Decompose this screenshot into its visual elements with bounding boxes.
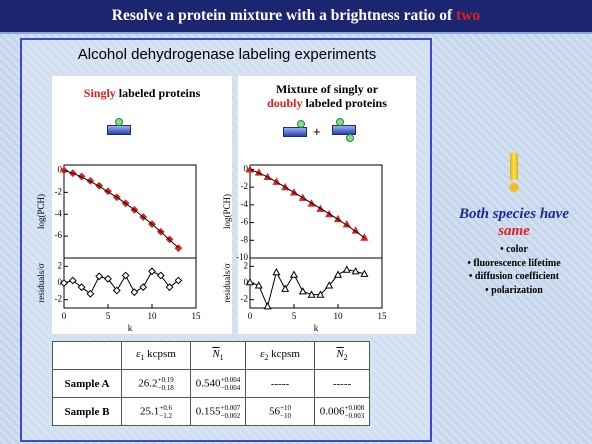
data-point [300,288,306,294]
slide: Resolve a protein mixture with a brightn… [0,0,592,444]
y-tick-label: -6 [241,217,249,227]
y-tick-label: -4 [241,199,249,209]
x-tick-label: 0 [248,311,253,321]
plot-frame [250,258,382,308]
x-tick-label: 10 [334,311,344,321]
data-point [122,272,128,278]
data-point [140,284,146,290]
x-axis-label: k [314,323,319,333]
data-point [282,286,288,292]
data-point [335,271,341,277]
x-tick-label: 0 [62,311,67,321]
y-axis-label: residuals/σ [222,263,232,302]
y-axis-label: residuals/σ [36,263,46,302]
data-point [96,273,102,279]
y-tick-label: -2 [241,181,249,191]
y-tick-label: -2 [55,186,63,196]
y-tick-label: -2 [55,294,63,304]
y-tick-label: 2 [58,260,63,270]
data-point [264,303,270,309]
y-tick-label: -2 [241,294,249,304]
data-point [273,269,279,275]
x-tick-label: 15 [192,311,202,321]
x-tick-label: 15 [378,311,388,321]
x-tick-label: 5 [292,311,297,321]
data-point [149,268,155,274]
plot-frame [64,165,196,258]
charts: 0-2-4-6log(PCH)20-2051015residuals/σk0-2… [0,0,592,444]
y-axis-label: log(PCH) [36,194,46,229]
data-point [344,266,350,272]
y-tick-label: -6 [55,230,63,240]
x-axis-label: k [128,323,133,333]
y-axis-label: log(PCH) [222,194,232,229]
series-line [250,270,364,307]
series-line [64,170,178,247]
y-tick-label: 2 [244,260,249,270]
x-tick-label: 5 [106,311,111,321]
data-point [291,271,297,277]
y-tick-label: -8 [241,234,249,244]
data-point [131,289,137,295]
x-tick-label: 10 [148,311,158,321]
y-tick-label: -4 [55,208,63,218]
